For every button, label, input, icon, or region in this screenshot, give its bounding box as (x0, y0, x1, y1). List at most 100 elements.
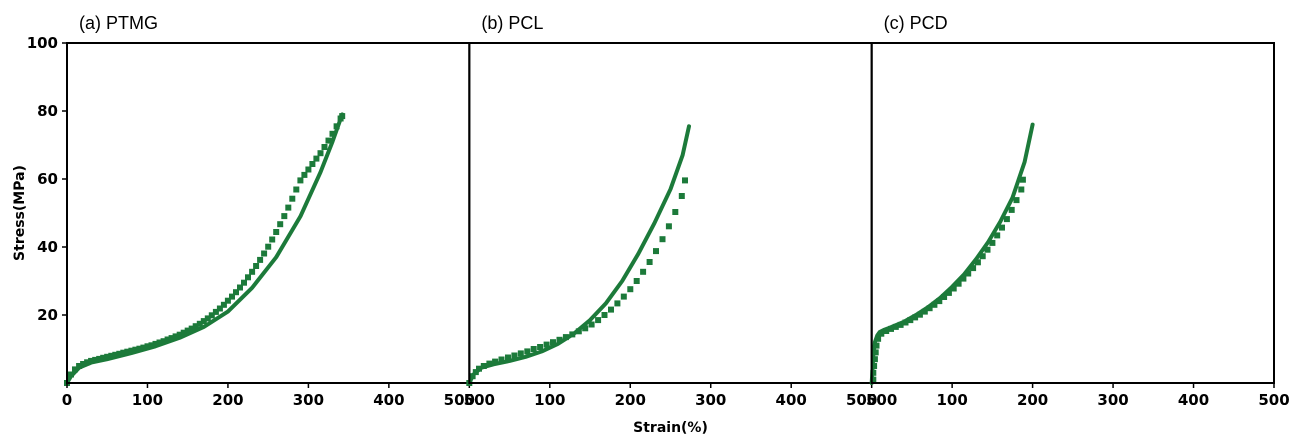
data-point (269, 236, 276, 243)
data-point (289, 195, 296, 202)
data-point (627, 286, 634, 293)
data-point (160, 338, 167, 345)
data-point (297, 177, 304, 184)
data-point (588, 321, 595, 328)
data-point (653, 248, 659, 255)
y-tick-label: 100 (27, 34, 58, 52)
data-point (556, 336, 563, 343)
data-point (305, 166, 312, 173)
data-point (104, 353, 111, 360)
data-point (281, 213, 288, 220)
data-point (665, 223, 672, 230)
x-tick-label: 200 (1017, 391, 1048, 409)
data-point (293, 186, 300, 193)
data-point (339, 113, 346, 120)
data-point (907, 317, 914, 324)
data-point (164, 336, 171, 343)
data-point (989, 239, 996, 246)
data-point (965, 270, 972, 277)
data-point (277, 221, 284, 228)
y-tick-label: 40 (37, 238, 58, 256)
data-point (960, 275, 967, 282)
data-point (582, 325, 589, 332)
data-point (640, 268, 647, 275)
panel-label: (c) PCD (884, 13, 948, 33)
data-point (92, 356, 99, 363)
data-point (1013, 197, 1020, 204)
data-point (511, 352, 518, 359)
data-point (176, 331, 183, 338)
data-point (505, 354, 511, 361)
data-point (208, 312, 215, 319)
data-point (595, 317, 602, 324)
data-point (136, 345, 143, 352)
data-point (229, 293, 235, 300)
data-point (871, 356, 878, 363)
data-point (984, 246, 991, 253)
x-tick-label: 0 (62, 391, 72, 409)
panel-frame (66, 42, 471, 384)
data-point (257, 256, 264, 263)
data-point (659, 236, 666, 243)
data-point (168, 335, 175, 342)
data-point (871, 363, 878, 369)
data-point (261, 250, 268, 257)
data-point (1019, 176, 1026, 183)
data-point (1008, 206, 1015, 213)
data-point (979, 253, 986, 260)
x-tick-label: 500 (846, 391, 877, 409)
data-point (220, 301, 227, 308)
data-point (480, 363, 487, 369)
panel-frame (870, 42, 1276, 384)
data-point (112, 351, 119, 358)
data-point (912, 314, 919, 321)
data-point (265, 243, 272, 250)
data-point (249, 268, 256, 275)
data-point (543, 341, 550, 348)
data-point (476, 365, 482, 372)
x-tick-label: 100 (132, 391, 163, 409)
data-point (241, 279, 247, 286)
x-tick-label: 400 (373, 391, 404, 409)
x-tick-label: 300 (695, 391, 726, 409)
data-point (108, 352, 115, 359)
x-tick-label: 100 (936, 391, 967, 409)
data-point (530, 346, 537, 352)
data-point (224, 297, 231, 304)
data-point (941, 294, 948, 300)
data-point (188, 325, 195, 332)
data-point (116, 350, 123, 357)
data-point (253, 263, 260, 269)
data-point (931, 301, 938, 308)
data-point (132, 346, 139, 353)
data-point (550, 339, 556, 346)
data-point (524, 348, 531, 355)
data-point (678, 193, 685, 199)
data-point (994, 232, 1001, 239)
data-point (472, 369, 479, 376)
y-axis-title: Stress(MPa) (12, 165, 28, 261)
data-point (80, 361, 87, 367)
data-point (916, 311, 923, 318)
data-point (196, 320, 203, 327)
data-point (870, 369, 877, 376)
data-point (76, 363, 83, 369)
data-point (999, 224, 1005, 231)
data-point (921, 308, 928, 315)
data-point (96, 355, 103, 362)
data-point (614, 300, 621, 307)
panel-label: (a) PTMG (79, 13, 158, 33)
data-point (537, 344, 544, 350)
data-point (888, 325, 894, 332)
data-point (301, 171, 308, 178)
data-point (88, 357, 95, 364)
y-tick-label: 60 (37, 170, 58, 188)
data-point (620, 293, 627, 300)
data-point (970, 265, 977, 272)
panel-label: (b) PCL (481, 13, 543, 33)
data-point (950, 285, 957, 292)
data-point (902, 319, 909, 326)
data-point (309, 161, 316, 167)
data-point (875, 335, 882, 342)
